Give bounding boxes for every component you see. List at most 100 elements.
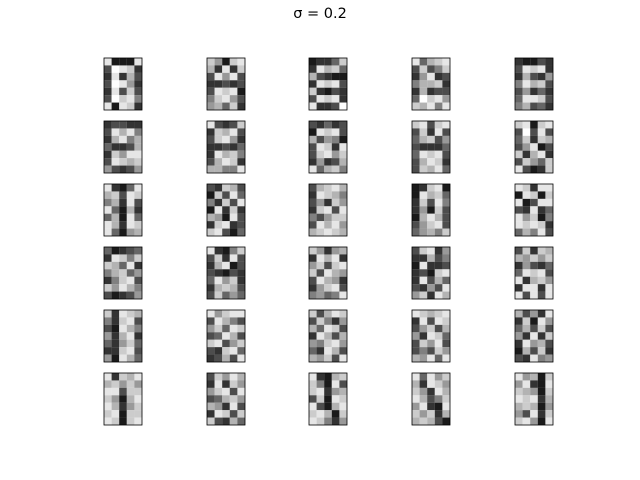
pixel-cell [237, 135, 246, 144]
pixel-cell [427, 310, 435, 318]
pixel-cell [434, 150, 443, 159]
pixel-cell [545, 165, 554, 174]
pixel-cell [442, 291, 451, 300]
pixel-cell [126, 87, 135, 96]
pixel-cell [522, 65, 531, 73]
pixel-cell [229, 291, 238, 300]
pixel-cell [104, 395, 112, 403]
pixel-cell [316, 254, 325, 262]
image-panel [103, 57, 143, 111]
pixel-cell [427, 65, 435, 73]
pixel-cell [104, 87, 112, 96]
pixel-cell [434, 254, 443, 262]
pixel-cell [427, 324, 435, 333]
pixel-cell [126, 150, 135, 159]
pixel-cell [522, 380, 531, 388]
pixel-cell [515, 198, 523, 207]
pixel-cell [207, 261, 215, 270]
pixel-cell [427, 417, 435, 426]
pixel-cell [309, 121, 317, 129]
pixel-cell [207, 128, 215, 136]
pixel-cell [522, 291, 531, 300]
image-panel [514, 372, 554, 426]
pixel-cell [111, 410, 120, 418]
pixel-cell [434, 121, 443, 129]
pixel-cell [309, 410, 317, 418]
pixel-cell [324, 213, 332, 222]
pixel-cell [207, 213, 215, 222]
pixel-cell [427, 254, 435, 262]
pixel-cell [222, 410, 230, 418]
pixel-cell [427, 332, 435, 340]
image-panel [103, 246, 143, 300]
pixel-cell [545, 380, 554, 388]
pixel-cell [331, 276, 340, 285]
panel-frame [308, 372, 348, 426]
pixel-cell [434, 165, 443, 174]
pixel-cell [545, 317, 554, 325]
pixel-cell [222, 80, 230, 88]
pixel-cell [434, 191, 443, 199]
pixel-cell [530, 228, 538, 237]
pixel-cell [134, 221, 143, 229]
pixel-cell [515, 221, 523, 229]
pixel-cell [111, 135, 120, 144]
pixel-cell [214, 206, 223, 214]
pixel-cell [537, 380, 546, 388]
pixel-cell [339, 354, 348, 363]
pixel-cell [126, 332, 135, 340]
pixel-cell [442, 284, 451, 292]
pixel-cell [119, 254, 127, 262]
pixel-cell [442, 128, 451, 136]
pixel-cell [126, 324, 135, 333]
pixel-cell [515, 417, 523, 426]
pixel-cell [419, 417, 428, 426]
pixel-cell [515, 65, 523, 73]
pixel-cell [111, 347, 120, 355]
pixel-cell [530, 284, 538, 292]
pixel-cell [419, 380, 428, 388]
pixel-cell [316, 143, 325, 151]
pixel-cell [545, 102, 554, 111]
pixel-cell [134, 213, 143, 222]
pixel-cell [412, 121, 420, 129]
pixel-cell [530, 247, 538, 255]
pixel-cell [442, 135, 451, 144]
pixel-cell [522, 135, 531, 144]
pixel-cell [237, 165, 246, 174]
pixel-cell [126, 310, 135, 318]
pixel-cell [309, 58, 317, 66]
pixel-cell [316, 72, 325, 81]
pixel-cell [237, 213, 246, 222]
panel-frame [514, 120, 554, 174]
image-panel [514, 120, 554, 174]
pixel-cell [104, 228, 112, 237]
pixel-cell [309, 310, 317, 318]
pixel-cell [111, 128, 120, 136]
pixel-cell [324, 228, 332, 237]
pixel-cell [134, 254, 143, 262]
pixel-cell [339, 158, 348, 166]
pixel-cell [229, 269, 238, 277]
pixel-cell [515, 354, 523, 363]
pixel-cell [434, 247, 443, 255]
pixel-cell [339, 284, 348, 292]
pixel-cell [412, 402, 420, 411]
pixel-cell [134, 417, 143, 426]
pixel-cell [214, 410, 223, 418]
pixel-cell [515, 80, 523, 88]
pixel-cell [134, 410, 143, 418]
pixel-cell [442, 324, 451, 333]
pixel-cell [126, 65, 135, 73]
pixel-cell [434, 269, 443, 277]
pixel-cell [522, 324, 531, 333]
image-panel [103, 120, 143, 174]
pixel-cell [522, 417, 531, 426]
pixel-cell [207, 402, 215, 411]
pixel-cell [522, 213, 531, 222]
pixel-cell [331, 102, 340, 111]
pixel-cell [324, 158, 332, 166]
pixel-cell [309, 324, 317, 333]
pixel-cell [237, 347, 246, 355]
